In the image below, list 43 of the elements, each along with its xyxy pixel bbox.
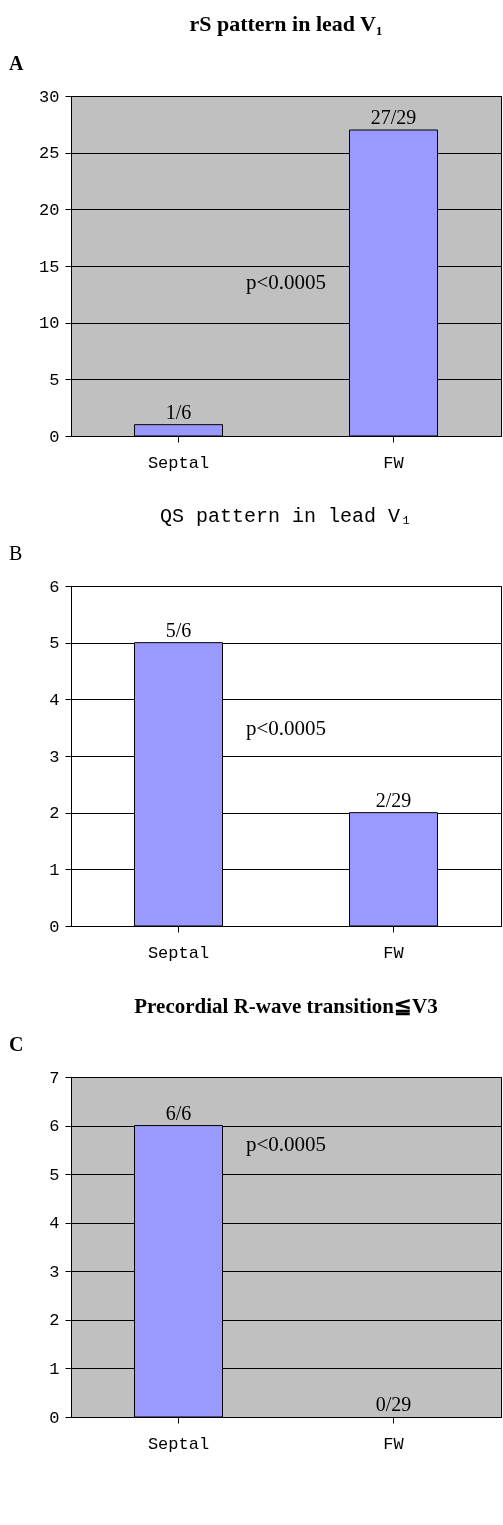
text: A [9, 52, 24, 74]
annotation: 5/6 [165, 618, 192, 641]
y-tick-label: 6 [49, 1117, 60, 1137]
y-tick-label: 10 [39, 314, 60, 334]
y-tick-label: 3 [49, 747, 60, 767]
y-tick-label: 1 [49, 1359, 60, 1379]
chart-title: Precordial R-wave transition≦V3 [134, 994, 438, 1018]
y-tick-label: 5 [49, 1165, 60, 1185]
y-tick-label: 0 [49, 427, 60, 447]
y-tick-label: 6 [49, 577, 60, 597]
x-tick-label: FW [383, 943, 405, 963]
x-tick-label: FW [383, 1434, 405, 1454]
y-tick-label: 2 [49, 804, 60, 824]
text: C [9, 1033, 24, 1055]
annotation: p<0.0005 [245, 715, 327, 740]
annotation: p<0.0005 [245, 270, 327, 294]
y-tick-label: 2 [49, 1311, 60, 1331]
chart-title: rS pattern in lead V₁ [189, 11, 383, 36]
y-tick-label: 5 [49, 634, 60, 654]
x-tick-label: Septal [147, 1434, 210, 1454]
text: B [9, 542, 23, 564]
chart-title: QS pattern in lead V₁ [159, 505, 413, 528]
annotation: 27/29 [370, 106, 417, 128]
annotation: 2/29 [375, 788, 412, 811]
x-tick-label: Septal [147, 453, 210, 473]
annotation: 6/6 [165, 1101, 192, 1124]
y-tick-label: 7 [49, 1068, 60, 1088]
y-tick-label: 30 [39, 87, 60, 107]
annotation: p<0.0005 [245, 1132, 327, 1156]
y-tick-label: 0 [49, 917, 60, 937]
annotation: 0/29 [375, 1393, 412, 1415]
y-tick-label: 0 [49, 1408, 60, 1428]
annotation: 1/6 [165, 400, 192, 423]
y-tick-label: 5 [49, 370, 60, 390]
x-tick-label: Septal [147, 943, 210, 963]
y-tick-label: 20 [39, 200, 60, 220]
y-tick-label: 3 [49, 1262, 60, 1282]
y-tick-label: 4 [49, 1214, 60, 1234]
y-tick-label: 25 [39, 144, 60, 164]
y-tick-label: 4 [49, 690, 60, 710]
y-tick-label: 15 [39, 257, 60, 277]
x-tick-label: FW [383, 453, 405, 473]
y-tick-label: 1 [49, 860, 60, 880]
